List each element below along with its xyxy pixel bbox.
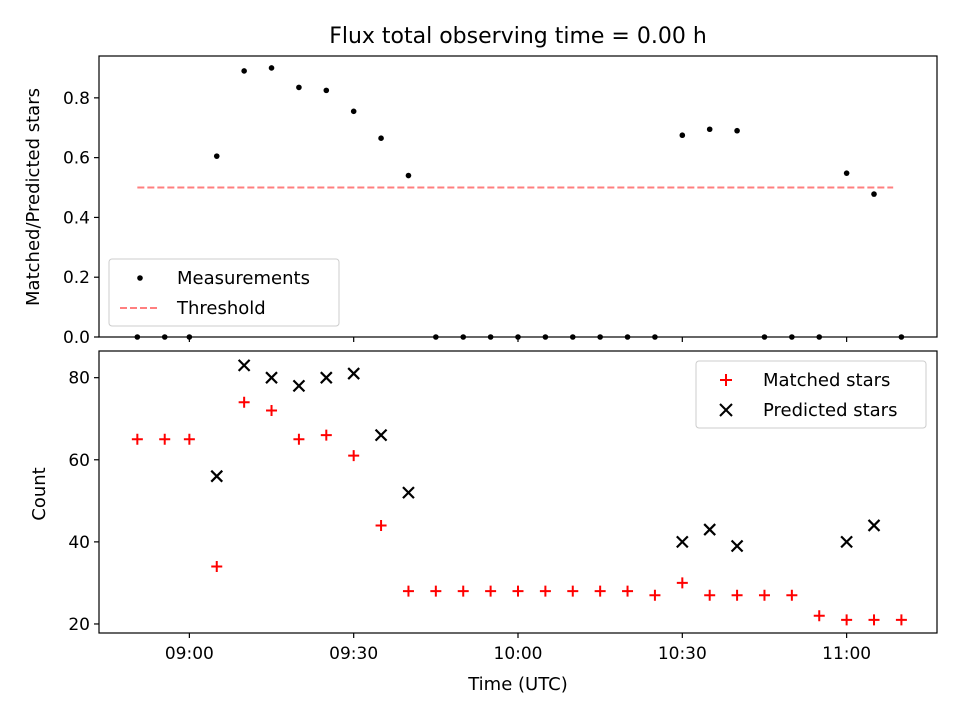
ratio-y-tick-label: 0.6 [63, 149, 90, 169]
predicted-stars-point [237, 359, 251, 372]
matched-stars-point [430, 585, 442, 597]
measurements-point [706, 126, 713, 133]
ratio-legend-box [108, 258, 340, 327]
ratio-y-tick-label: 0.2 [63, 268, 90, 288]
matched-stars-point [704, 589, 716, 601]
predicted-stars-point [730, 539, 744, 553]
counts-panel: 20 40 60 80 09:00 09:30 10:00 10:30 11:00 Count… [29, 350, 938, 695]
matched-stars-point [485, 585, 497, 597]
measurements-point [843, 170, 850, 176]
matched-stars-point [293, 433, 305, 445]
ratio-panel: 0.00.20.40.60.8 Matched/Predicted stars … [23, 55, 938, 348]
predicted-stars-point [676, 535, 689, 549]
matched-stars-point [649, 589, 661, 601]
x-tick-label: 10:00 [494, 644, 543, 664]
matched-stars-point [567, 585, 579, 597]
counts-y-tick-label: 80 [68, 369, 90, 389]
counts-y-tick-label: 60 [68, 451, 90, 471]
predicted-stars-point [703, 523, 716, 536]
counts-y-axis-label: Count [29, 467, 50, 520]
predicted-stars-point [867, 519, 881, 532]
measurements-point [213, 153, 220, 159]
measurements-point [405, 172, 412, 179]
matched-stars-point [131, 433, 143, 445]
ratio-legend: Measurements Threshold [108, 258, 340, 327]
measurements-point [871, 191, 877, 197]
matched-stars-point [841, 614, 853, 626]
matched-stars-point [676, 577, 688, 589]
legend-threshold-label: Threshold [176, 298, 266, 319]
predicted-stars-point [347, 367, 360, 380]
x-tick-label: 09:00 [165, 644, 214, 664]
chart-title: Flux total observing time = 0.00 h [329, 24, 707, 49]
measurements-point [296, 84, 302, 91]
ratio-y-tick-label: 0.4 [63, 208, 90, 228]
counts-legend-box [695, 360, 927, 429]
predicted-stars-point [374, 428, 388, 442]
x-tick-label: 09:30 [329, 644, 378, 664]
legend-measurements-marker [137, 275, 143, 281]
counts-legend: Matched stars Predicted stars [695, 360, 927, 429]
measurements-point [350, 108, 357, 115]
matched-stars-point [159, 433, 171, 445]
matched-stars-point [238, 396, 250, 408]
ratio-y-tick-label: 0.0 [63, 328, 90, 348]
matched-stars-point [731, 589, 743, 601]
legend-predicted-label: Predicted stars [763, 400, 897, 421]
matched-stars-point [539, 585, 551, 597]
matched-stars-point [266, 405, 278, 417]
measurements-point [734, 127, 740, 134]
matched-stars-point [813, 610, 825, 622]
predicted-stars-point [265, 371, 278, 384]
matched-stars-point [868, 614, 880, 626]
matched-stars-point [211, 561, 223, 573]
matched-stars-point [402, 585, 414, 597]
matched-stars-point [895, 614, 907, 626]
measurements-point [378, 135, 384, 142]
measurements-point [268, 65, 275, 71]
matched-stars-point [348, 450, 360, 462]
matched-stars-point [375, 519, 387, 531]
matched-stars-point [786, 589, 798, 601]
ratio-y-tick-label: 0.8 [63, 89, 90, 109]
x-axis-label: Time (UTC) [467, 674, 568, 695]
matched-stars-point [594, 585, 606, 597]
matched-stars-point [512, 585, 524, 597]
legend-matched-label: Matched stars [763, 370, 890, 391]
matched-stars-point [457, 585, 469, 597]
counts-y-tick-label: 40 [68, 533, 90, 553]
measurements-point [241, 68, 247, 74]
counts-y-tick-label: 20 [68, 615, 90, 635]
legend-predicted-marker [719, 403, 733, 417]
predicted-stars-point [210, 469, 224, 483]
x-tick-label: 10:30 [658, 644, 707, 664]
matched-stars-point [320, 429, 332, 441]
x-tick-label: 11:00 [822, 644, 871, 664]
predicted-stars-point [292, 379, 306, 393]
predicted-stars-point [840, 535, 853, 549]
matched-stars-point [758, 589, 770, 601]
legend-measurements-label: Measurements [177, 268, 310, 289]
predicted-stars-point [320, 371, 333, 384]
matched-stars-point [183, 433, 195, 445]
matched-stars-point [622, 585, 634, 597]
predicted-stars-point [402, 486, 415, 499]
legend-matched-marker [720, 374, 732, 386]
measurements-point [323, 87, 330, 94]
ratio-y-axis-label: Matched/Predicted stars [23, 88, 44, 306]
measurements-point [679, 132, 686, 139]
